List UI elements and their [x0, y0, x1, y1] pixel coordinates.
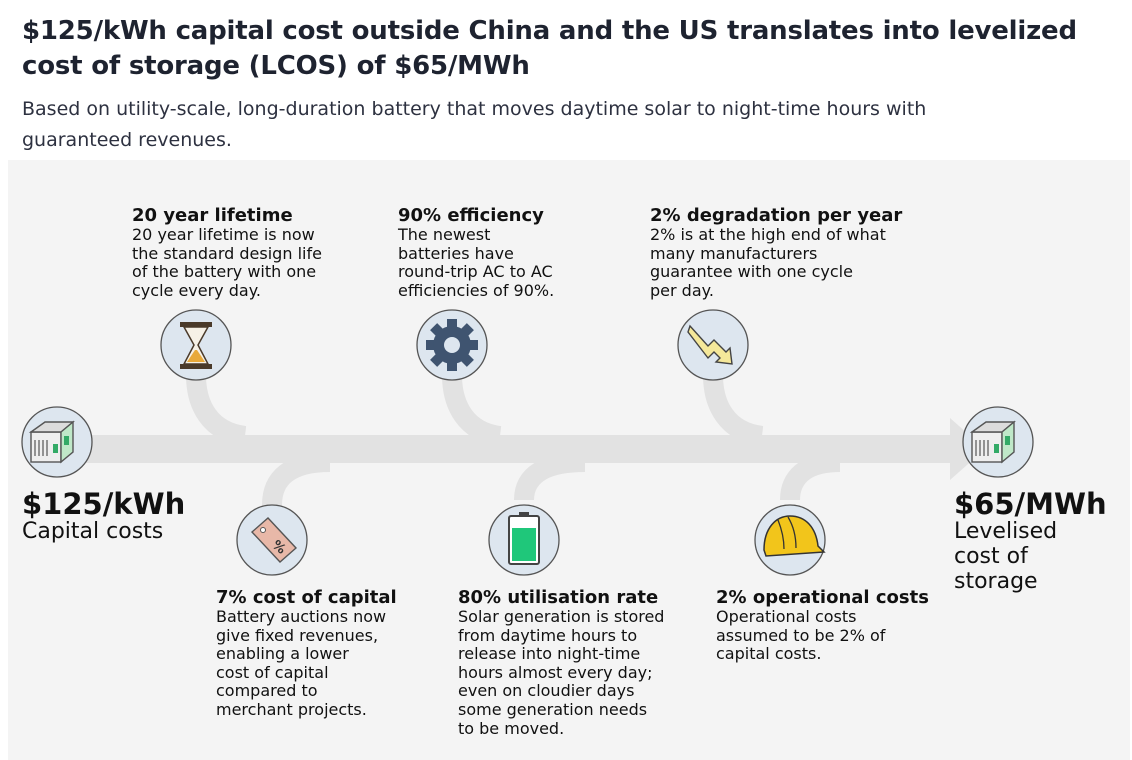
gear-icon — [416, 309, 488, 381]
factor-line: even on cloudier days — [458, 681, 635, 701]
factor-line: assumed to be 2% of — [716, 625, 886, 645]
factor-line: enabling a lower — [216, 644, 349, 664]
lcos-value: $65/MWh — [954, 487, 1107, 521]
factor-line: to be moved. — [458, 718, 565, 738]
factor-line: 2% is at the high end of what — [650, 225, 886, 244]
battery-container-icon — [21, 406, 93, 478]
connector-degradation — [703, 374, 764, 446]
hard-hat-icon — [754, 504, 826, 576]
factor-line: capital costs. — [716, 644, 822, 664]
factor-degradation: 2% degradation per year 2% is at the hig… — [650, 206, 940, 300]
factor-line: hours almost every day; — [458, 662, 653, 682]
factor-line: round-trip AC to AC — [398, 262, 553, 282]
factor-line: Battery auctions now — [216, 607, 387, 626]
capital-cost-label: Capital costs — [22, 519, 164, 544]
factor-line: The newest — [398, 225, 491, 244]
battery-container-icon — [962, 406, 1034, 478]
page-title: $125/kWh capital cost outside China and … — [22, 16, 1077, 81]
connector-capital — [262, 452, 331, 506]
factor-heading: 20 year lifetime — [132, 205, 293, 226]
factor-cost-of-capital: 7% cost of capital Battery auctions now … — [216, 588, 436, 720]
hourglass-icon — [160, 309, 232, 381]
factor-line: from daytime hours to — [458, 625, 638, 645]
battery-level-icon — [488, 504, 560, 576]
factor-line: guarantee with one cycle — [650, 262, 853, 282]
connector-utilisation — [514, 452, 586, 501]
factor-line: batteries have — [398, 243, 514, 263]
factor-line: give fixed revenues, — [216, 625, 379, 645]
factor-heading: 2% operational costs — [716, 587, 929, 608]
factor-line: 20 year lifetime is now — [132, 225, 315, 244]
connector-opex — [780, 452, 841, 501]
capital-cost-value: $125/kWh — [22, 487, 186, 521]
factor-utilisation: 80% utilisation rate Solar generation is… — [458, 588, 708, 738]
factor-heading: 80% utilisation rate — [458, 587, 659, 608]
connector-lifetime — [186, 374, 247, 446]
percent-tag-icon: % — [236, 504, 308, 576]
factor-line: release into night-time — [458, 644, 641, 664]
factor-line: cost of capital — [216, 662, 329, 682]
factor-line: the standard design life — [132, 243, 322, 263]
lcos-label-line: Levelised — [954, 519, 1058, 544]
factor-efficiency: 90% efficiency The newest batteries have… — [398, 206, 618, 300]
factor-heading: 90% efficiency — [398, 205, 544, 226]
factor-line: compared to — [216, 681, 318, 701]
factor-line: efficiencies of 90%. — [398, 280, 555, 300]
factor-heading: 2% degradation per year — [650, 205, 903, 226]
factor-line: per day. — [650, 280, 714, 300]
factor-lifetime: 20 year lifetime 20 year lifetime is now… — [132, 206, 372, 300]
factor-heading: 7% cost of capital — [216, 587, 397, 608]
factor-operational-costs: 2% operational costs Operational costs a… — [716, 588, 946, 664]
factor-line: some generation needs — [458, 699, 648, 719]
connector-efficiency — [442, 374, 502, 446]
page-subtitle: Based on utility-scale, long-duration ba… — [22, 98, 927, 151]
main-arrow-shaft — [60, 435, 955, 463]
lcos-label-line: cost of — [954, 544, 1028, 569]
lcos-label-line: storage — [954, 569, 1038, 594]
factor-line: Solar generation is stored — [458, 607, 665, 626]
decline-arrow-icon — [677, 309, 749, 381]
factor-line: merchant projects. — [216, 699, 367, 719]
factor-line: cycle every day. — [132, 280, 261, 300]
factor-line: many manufacturers — [650, 243, 818, 263]
factor-line: of the battery with one — [132, 262, 317, 282]
factor-line: Operational costs — [716, 607, 857, 626]
